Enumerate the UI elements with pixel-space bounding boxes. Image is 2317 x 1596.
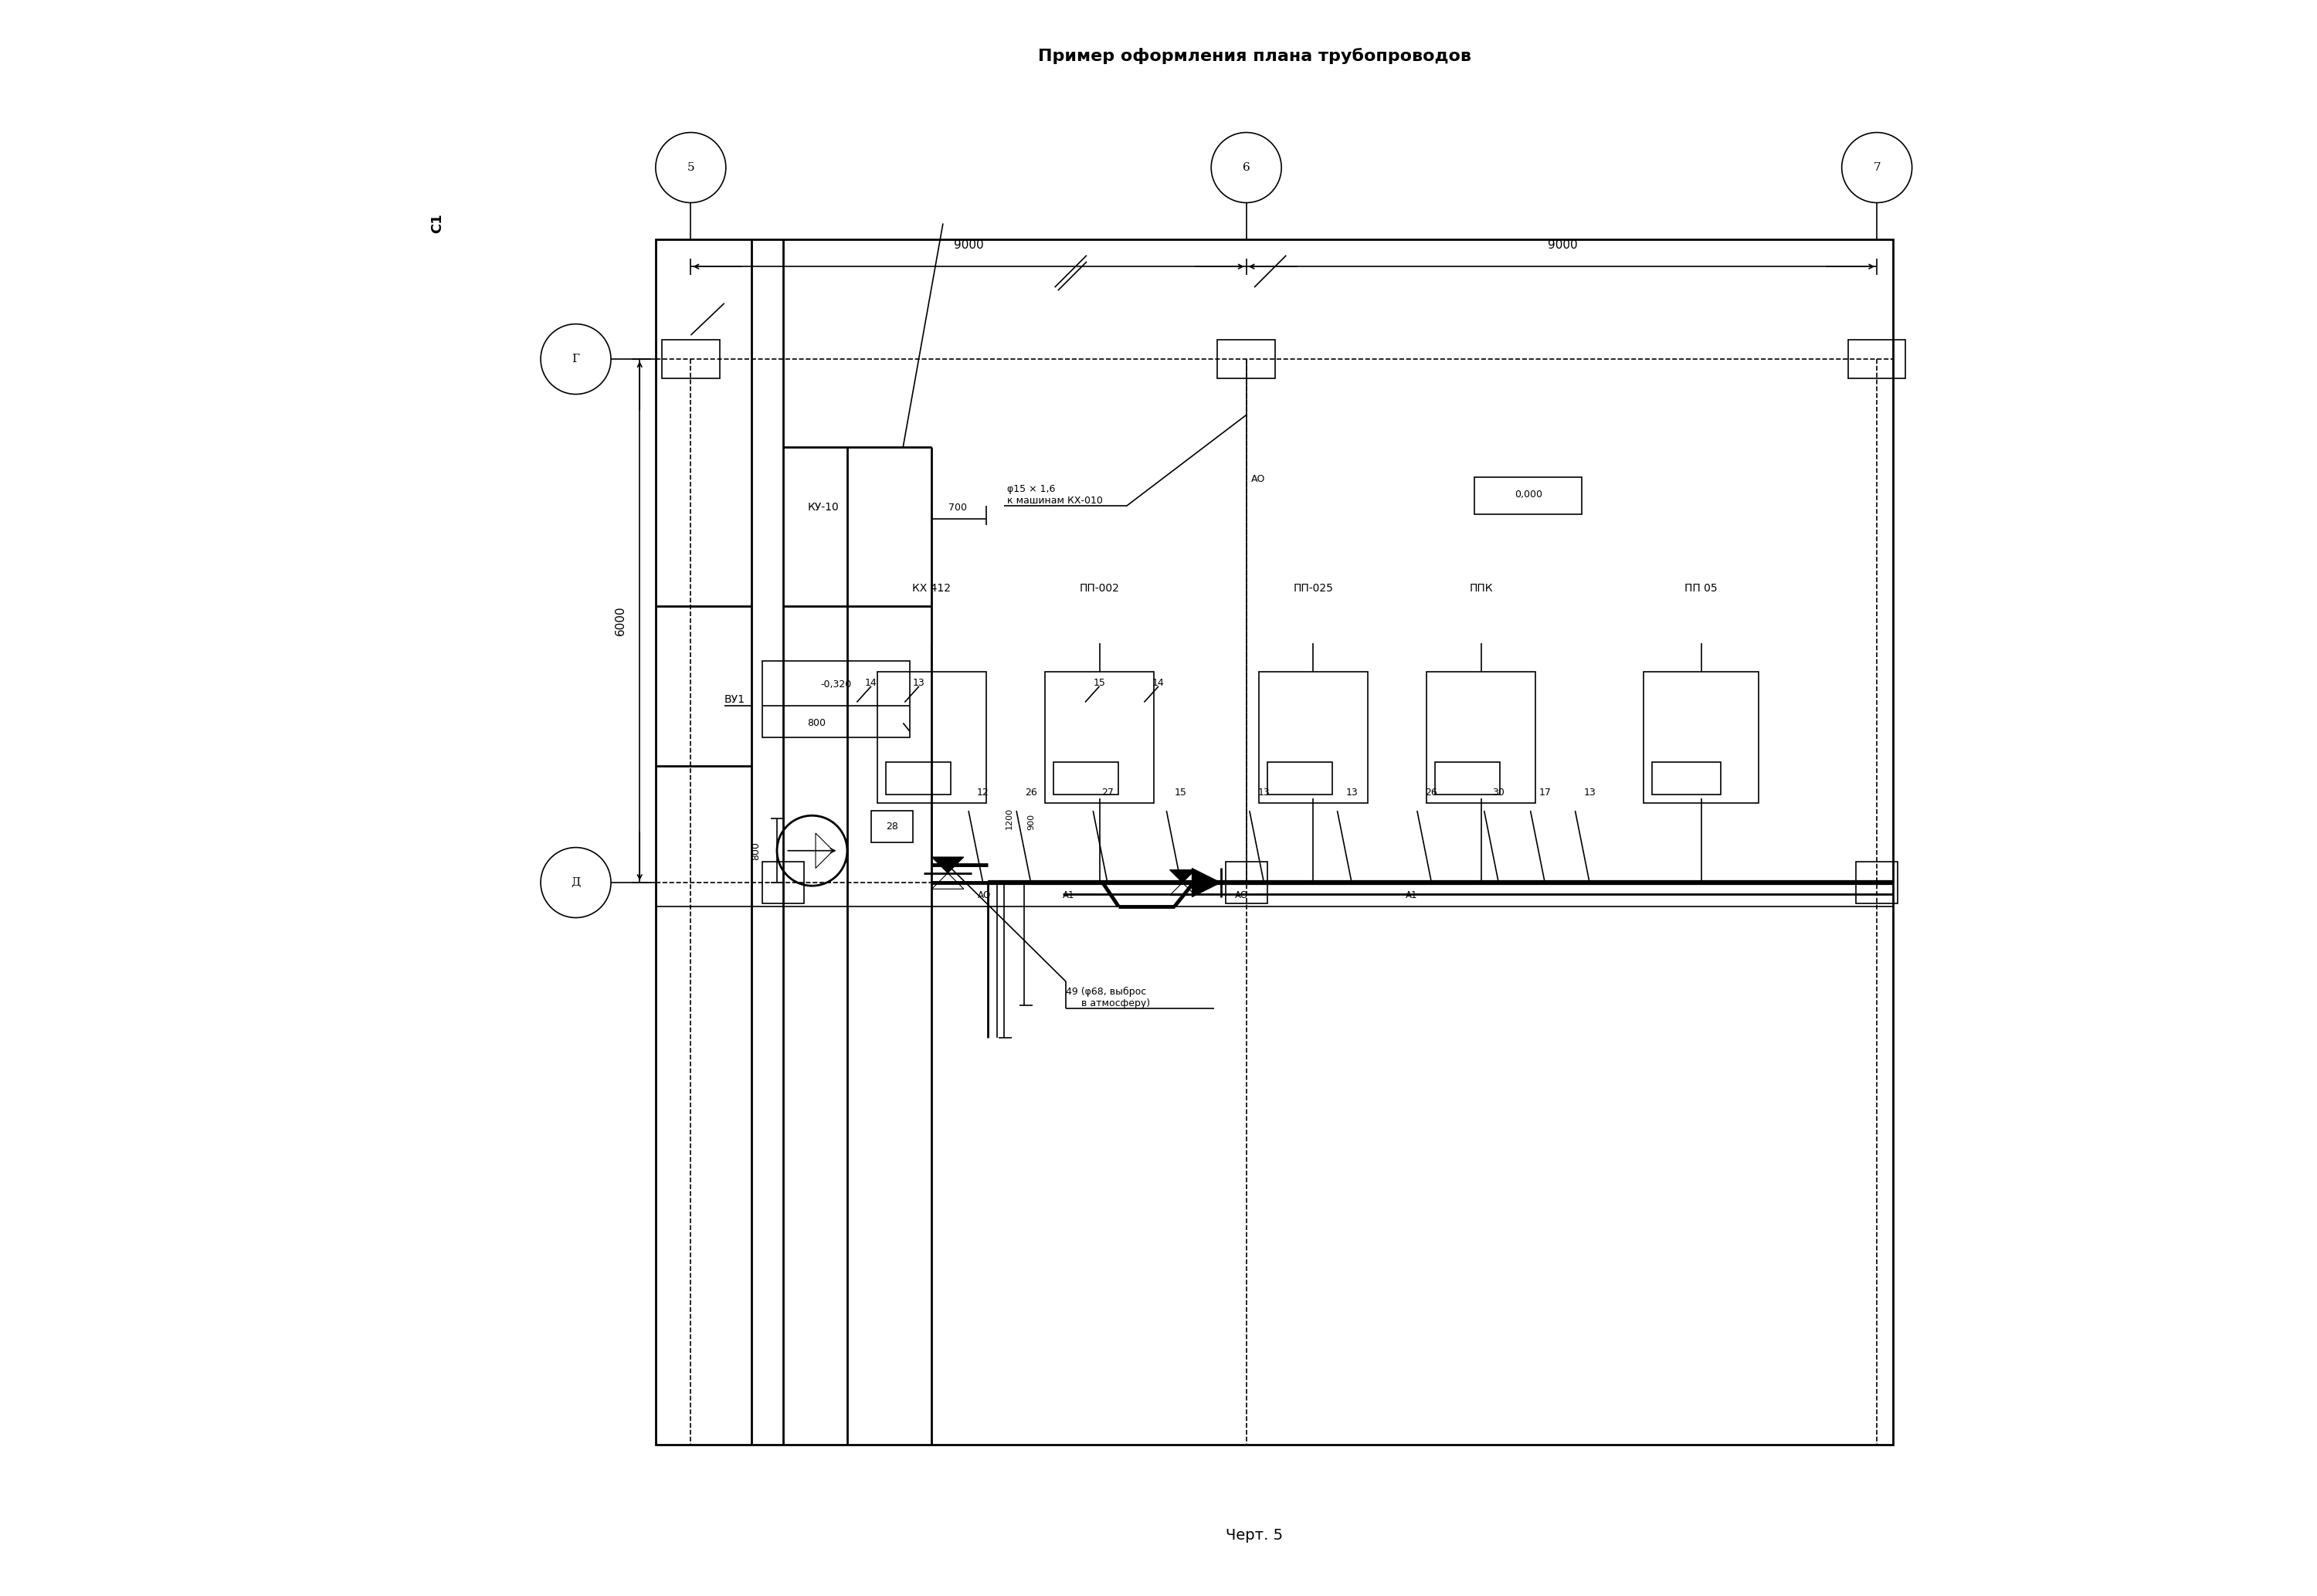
Text: Черт. 5: Черт. 5 (1226, 1527, 1284, 1543)
Text: ППК: ППК (1469, 583, 1492, 594)
Bar (1849, 340, 1905, 378)
Bar (762, 862, 804, 903)
Text: Пример оформления плана трубопроводов: Пример оформления плана трубопроводов (1038, 48, 1471, 64)
Polygon shape (1170, 870, 1196, 883)
Text: 7: 7 (1872, 163, 1881, 172)
Bar (1652, 763, 1722, 795)
Text: КУ-10: КУ-10 (809, 503, 839, 512)
Text: Г: Г (572, 354, 579, 364)
Bar (1258, 672, 1367, 803)
Text: АО: АО (1235, 891, 1249, 900)
Bar (1216, 340, 1274, 378)
Bar (762, 661, 911, 737)
Bar (1643, 672, 1759, 803)
Text: ПП-002: ПП-002 (1080, 583, 1119, 594)
Bar (1474, 477, 1583, 514)
Text: 13: 13 (913, 678, 924, 688)
Text: 5: 5 (688, 163, 695, 172)
Bar (1226, 862, 1267, 903)
Text: 27: 27 (1101, 788, 1114, 798)
Text: 15: 15 (1175, 788, 1186, 798)
Text: 800: 800 (751, 841, 762, 860)
Bar (663, 340, 721, 378)
Bar (1434, 763, 1499, 795)
Bar (885, 763, 950, 795)
Bar (1054, 763, 1119, 795)
Text: 15: 15 (1094, 678, 1105, 688)
Bar (878, 672, 987, 803)
Polygon shape (1191, 868, 1221, 897)
Text: 12: 12 (978, 788, 989, 798)
Text: 49 (φ68, выброс
     в атмосферу): 49 (φ68, выброс в атмосферу) (1066, 986, 1149, 1009)
Text: 28: 28 (885, 822, 899, 832)
Text: 9000: 9000 (1548, 239, 1578, 251)
Text: ВУ1: ВУ1 (725, 694, 746, 705)
Text: 0,000: 0,000 (1515, 490, 1543, 500)
Text: 700: 700 (948, 503, 966, 512)
Text: 13: 13 (1258, 788, 1270, 798)
Text: АО: АО (1251, 474, 1265, 484)
Text: Д: Д (570, 878, 582, 887)
Text: ПП 05: ПП 05 (1684, 583, 1717, 594)
Text: 30: 30 (1492, 788, 1504, 798)
Text: 17: 17 (1538, 788, 1550, 798)
Text: 26: 26 (1425, 788, 1437, 798)
Text: -0,320: -0,320 (820, 680, 853, 689)
Text: 14: 14 (1152, 678, 1165, 688)
Text: 6: 6 (1242, 163, 1251, 172)
Text: 26: 26 (1024, 788, 1038, 798)
Bar (656, 239, 1893, 1444)
Text: 800: 800 (806, 718, 825, 728)
Text: С1: С1 (431, 214, 445, 233)
Text: φ15 × 1,6
к машинам КХ-010: φ15 × 1,6 к машинам КХ-010 (1008, 484, 1103, 506)
Polygon shape (931, 857, 964, 873)
Text: 14: 14 (864, 678, 878, 688)
Text: 900: 900 (1029, 814, 1036, 830)
Text: ПП-025: ПП-025 (1293, 583, 1332, 594)
Text: 9000: 9000 (955, 239, 982, 251)
Bar (1267, 763, 1332, 795)
Bar (871, 811, 913, 843)
Text: АО: АО (978, 891, 992, 900)
Text: 13: 13 (1583, 788, 1596, 798)
Text: А1: А1 (1406, 891, 1418, 900)
Text: А1: А1 (1064, 891, 1075, 900)
Text: 13: 13 (1346, 788, 1358, 798)
Text: 1200: 1200 (1006, 808, 1013, 830)
Bar (1045, 672, 1154, 803)
Bar (1856, 862, 1898, 903)
Text: 6000: 6000 (614, 606, 626, 635)
Bar (1427, 672, 1536, 803)
Text: КХ 412: КХ 412 (913, 583, 950, 594)
